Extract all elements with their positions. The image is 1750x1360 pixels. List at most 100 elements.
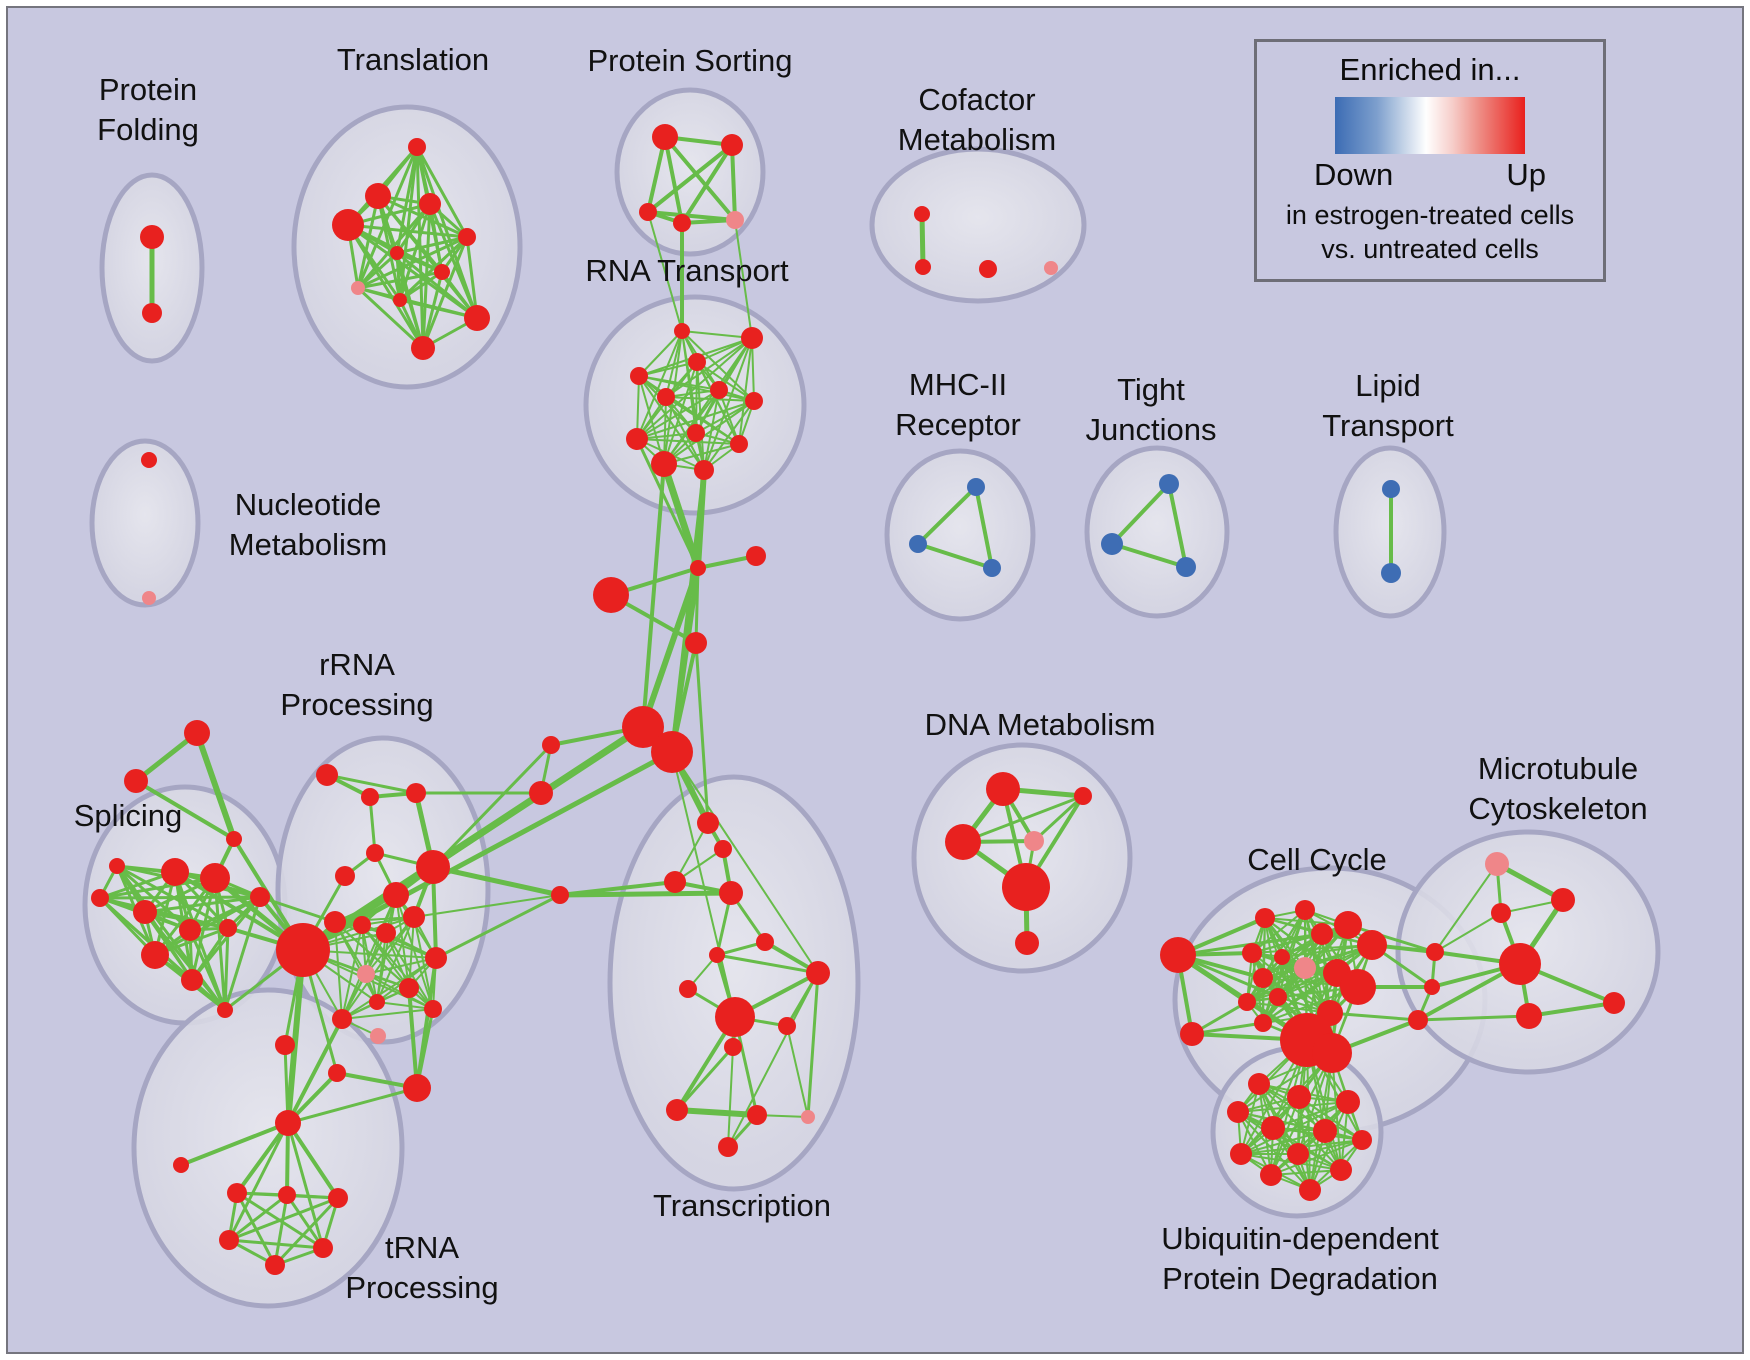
node-U12[interactable]: [1299, 1179, 1321, 1201]
node-RT3[interactable]: [688, 353, 706, 371]
node-TR16[interactable]: [718, 1137, 738, 1157]
node-RR7[interactable]: [383, 882, 409, 908]
node-U3[interactable]: [1336, 1090, 1360, 1114]
node-TR3[interactable]: [664, 871, 686, 893]
node-SPC[interactable]: [226, 831, 242, 847]
node-D4[interactable]: [1024, 831, 1044, 851]
node-TR10[interactable]: [715, 997, 755, 1037]
node-CC4[interactable]: [1334, 911, 1362, 939]
node-MT1[interactable]: [1551, 888, 1575, 912]
node-U8[interactable]: [1230, 1143, 1252, 1165]
node-TR9[interactable]: [806, 961, 830, 985]
node-MH3[interactable]: [983, 559, 1001, 577]
node-CF1[interactable]: [914, 206, 930, 222]
node-TR1[interactable]: [697, 812, 719, 834]
node-MC1[interactable]: [1426, 943, 1444, 961]
node-T10[interactable]: [464, 305, 490, 331]
node-D5[interactable]: [1002, 863, 1050, 911]
node-RR19[interactable]: [275, 1035, 295, 1055]
node-HUB2[interactable]: [651, 731, 693, 773]
node-D1[interactable]: [986, 772, 1020, 806]
node-S6[interactable]: [250, 887, 270, 907]
node-S2[interactable]: [200, 863, 230, 893]
node-RR9[interactable]: [324, 911, 346, 933]
node-U4[interactable]: [1227, 1101, 1249, 1123]
node-RT5[interactable]: [657, 388, 675, 406]
node-T1[interactable]: [408, 138, 426, 156]
node-CC13[interactable]: [1238, 993, 1256, 1011]
node-RR18[interactable]: [370, 1028, 386, 1044]
node-U10[interactable]: [1330, 1159, 1352, 1181]
node-CF4[interactable]: [1044, 261, 1058, 275]
node-C1[interactable]: [690, 560, 706, 576]
node-SPB[interactable]: [124, 769, 148, 793]
node-RR10[interactable]: [353, 916, 371, 934]
node-TR7[interactable]: [709, 947, 725, 963]
node-MT2[interactable]: [1491, 903, 1511, 923]
node-CC14[interactable]: [1254, 1014, 1272, 1032]
node-CC2[interactable]: [1295, 900, 1315, 920]
node-CC6[interactable]: [1242, 943, 1262, 963]
node-PF1[interactable]: [140, 225, 164, 249]
node-CC12[interactable]: [1269, 988, 1287, 1006]
node-T5[interactable]: [458, 228, 476, 246]
node-RR2[interactable]: [361, 788, 379, 806]
node-SPA[interactable]: [184, 720, 210, 746]
node-RT9[interactable]: [626, 428, 648, 450]
node-D3[interactable]: [945, 824, 981, 860]
node-CF2[interactable]: [915, 259, 931, 275]
node-C3[interactable]: [593, 577, 629, 613]
node-RT7[interactable]: [745, 392, 763, 410]
node-TR12[interactable]: [724, 1038, 742, 1056]
node-TJ3[interactable]: [1176, 557, 1196, 577]
node-TR5[interactable]: [551, 886, 569, 904]
node-T4[interactable]: [419, 193, 441, 215]
node-RR15[interactable]: [369, 994, 385, 1010]
node-CCC[interactable]: [1160, 937, 1196, 973]
node-U5[interactable]: [1261, 1116, 1285, 1140]
node-RR3[interactable]: [406, 783, 426, 803]
node-RR12[interactable]: [425, 947, 447, 969]
node-PS2[interactable]: [721, 134, 743, 156]
node-RT8[interactable]: [687, 424, 705, 442]
node-C4[interactable]: [685, 632, 707, 654]
node-C2[interactable]: [746, 546, 766, 566]
node-TN8[interactable]: [265, 1255, 285, 1275]
node-D6[interactable]: [1015, 931, 1039, 955]
node-RT6[interactable]: [710, 381, 728, 399]
node-TR6[interactable]: [756, 933, 774, 951]
node-S7[interactable]: [141, 941, 169, 969]
node-MH2[interactable]: [909, 535, 927, 553]
node-RT4[interactable]: [630, 367, 648, 385]
node-CCD[interactable]: [1180, 1022, 1204, 1046]
node-TN1[interactable]: [275, 1110, 301, 1136]
node-RR5[interactable]: [366, 844, 384, 862]
node-N1[interactable]: [141, 452, 157, 468]
node-T6[interactable]: [390, 246, 404, 260]
node-TN5[interactable]: [328, 1188, 348, 1208]
node-T7[interactable]: [434, 264, 450, 280]
node-PS1[interactable]: [652, 124, 678, 150]
node-TR13[interactable]: [666, 1099, 688, 1121]
node-RR8[interactable]: [403, 906, 425, 928]
node-PS5[interactable]: [726, 211, 744, 229]
node-TJ1[interactable]: [1159, 474, 1179, 494]
node-CC5[interactable]: [1357, 930, 1387, 960]
node-LT1[interactable]: [1382, 480, 1400, 498]
node-D2[interactable]: [1074, 787, 1092, 805]
node-S3[interactable]: [133, 900, 157, 924]
node-RC1[interactable]: [542, 736, 560, 754]
node-RR14[interactable]: [399, 978, 419, 998]
node-PF2[interactable]: [142, 303, 162, 323]
node-CC7[interactable]: [1274, 949, 1290, 965]
node-RR1[interactable]: [316, 764, 338, 786]
node-T11[interactable]: [411, 336, 435, 360]
node-T9[interactable]: [393, 293, 407, 307]
node-S4[interactable]: [179, 919, 201, 941]
node-S9[interactable]: [217, 1002, 233, 1018]
node-MT4[interactable]: [1516, 1003, 1542, 1029]
node-U1[interactable]: [1248, 1073, 1270, 1095]
node-HUB1[interactable]: [622, 706, 664, 748]
node-TR4[interactable]: [719, 881, 743, 905]
node-U6[interactable]: [1313, 1119, 1337, 1143]
